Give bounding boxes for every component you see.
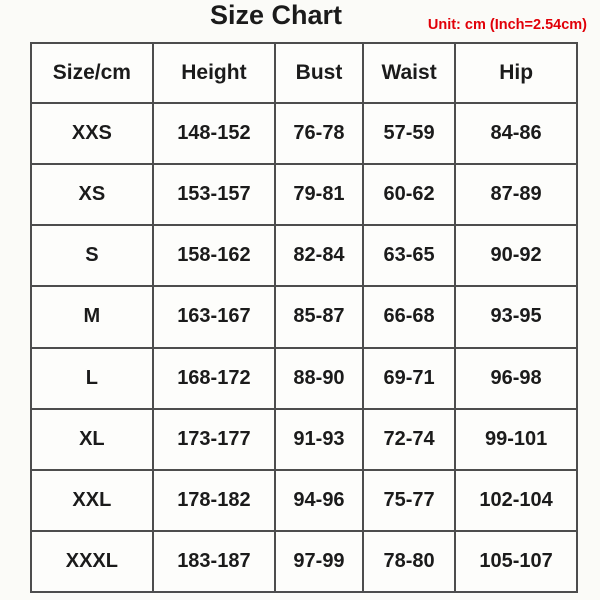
table-row: S 158-162 82-84 63-65 90-92 — [30, 224, 578, 288]
table-row: XXL 178-182 94-96 75-77 102-104 — [30, 468, 578, 532]
size-label-cell: XXL — [30, 468, 154, 532]
table-row: L 168-172 88-90 69-71 96-98 — [30, 346, 578, 410]
measurement-cell: 66-68 — [361, 285, 457, 349]
column-header: Bust — [274, 42, 364, 104]
table-row: XS 153-157 79-81 60-62 87-89 — [30, 163, 578, 227]
size-label-cell: M — [30, 285, 154, 349]
table-row: XXS 148-152 76-78 57-59 84-86 — [30, 101, 578, 166]
measurement-cell: 148-152 — [151, 101, 277, 166]
measurement-cell: 87-89 — [454, 163, 578, 227]
measurement-cell: 102-104 — [454, 468, 578, 532]
measurement-cell: 94-96 — [274, 468, 364, 532]
column-header: Hip — [454, 42, 578, 104]
measurement-cell: 90-92 — [454, 224, 578, 288]
measurement-cell: 163-167 — [151, 285, 277, 349]
measurement-cell: 85-87 — [274, 285, 364, 349]
measurement-cell: 183-187 — [151, 529, 277, 594]
size-label-cell: S — [30, 224, 154, 288]
measurement-cell: 82-84 — [274, 224, 364, 288]
measurement-cell: 63-65 — [361, 224, 457, 288]
measurement-cell: 97-99 — [274, 529, 364, 594]
column-header: Waist — [361, 42, 457, 104]
measurement-cell: 84-86 — [454, 101, 578, 166]
measurement-cell: 178-182 — [151, 468, 277, 532]
measurement-cell: 168-172 — [151, 346, 277, 410]
measurement-cell: 153-157 — [151, 163, 277, 227]
table-row: XXXL 183-187 97-99 78-80 105-107 — [30, 529, 578, 594]
measurement-cell: 88-90 — [274, 346, 364, 410]
size-table: Size/cm Height Bust Waist Hip XXS 148-152 76-7… — [30, 42, 578, 594]
measurement-cell: 91-93 — [274, 407, 364, 471]
table-row: M 163-167 85-87 66-68 93-95 — [30, 285, 578, 349]
size-label-cell: XL — [30, 407, 154, 471]
measurement-cell: 72-74 — [361, 407, 457, 471]
column-header: Size/cm — [30, 42, 154, 104]
measurement-cell: 60-62 — [361, 163, 457, 227]
column-header: Height — [151, 42, 277, 104]
table-header-row: Size/cm Height Bust Waist Hip — [30, 42, 578, 104]
measurement-cell: 76-78 — [274, 101, 364, 166]
size-label-cell: L — [30, 346, 154, 410]
measurement-cell: 158-162 — [151, 224, 277, 288]
unit-note: Unit: cm (Inch=2.54cm) — [427, 17, 587, 33]
measurement-cell: 173-177 — [151, 407, 277, 471]
measurement-cell: 57-59 — [361, 101, 457, 166]
size-table-body: XXS 148-152 76-78 57-59 84-86 XS 153-157 79-81 6… — [30, 101, 578, 594]
measurement-cell: 105-107 — [454, 529, 578, 594]
size-label-cell: XS — [30, 163, 154, 227]
page-title: Size Chart — [209, 0, 343, 30]
size-label-cell: XXS — [30, 101, 154, 166]
measurement-cell: 96-98 — [454, 346, 578, 410]
measurement-cell: 75-77 — [361, 468, 457, 532]
size-label-cell: XXXL — [30, 529, 154, 594]
measurement-cell: 78-80 — [361, 529, 457, 594]
measurement-cell: 93-95 — [454, 285, 578, 349]
measurement-cell: 69-71 — [361, 346, 457, 410]
table-row: XL 173-177 91-93 72-74 99-101 — [30, 407, 578, 471]
measurement-cell: 79-81 — [274, 163, 364, 227]
measurement-cell: 99-101 — [454, 407, 578, 471]
size-table-container: Size/cm Height Bust Waist Hip XXS 148-152 76-7… — [30, 42, 578, 594]
